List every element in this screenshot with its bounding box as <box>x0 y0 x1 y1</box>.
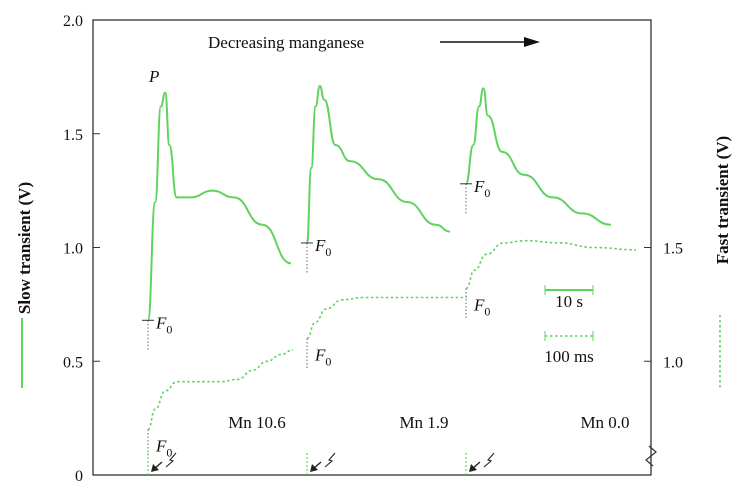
left-tick-label: 2.0 <box>63 13 83 30</box>
f0-label: F0 <box>473 177 490 200</box>
left-tick-label: 0 <box>75 468 83 485</box>
lightning-icon <box>483 452 495 468</box>
right-tick-label: 1.5 <box>663 241 683 258</box>
condition-label: Mn 0.0 <box>580 413 629 432</box>
left-axis-title: Slow transient (V) <box>15 182 34 314</box>
axis-break-mark <box>645 445 657 467</box>
left-axis: 0 0.5 1.0 1.5 2.0 <box>63 13 100 485</box>
slow-transient-line <box>147 91 292 322</box>
condition-label: Mn 1.9 <box>399 413 448 432</box>
right-axis: 1.0 1.5 <box>644 241 683 371</box>
right-axis-title: Fast transient (V) <box>713 136 732 264</box>
left-tick-label: 1.0 <box>63 241 83 258</box>
slow-transient-line <box>465 87 612 226</box>
f0-label: F0 <box>155 313 172 336</box>
lightning-icon <box>324 452 336 468</box>
f0-label: F0 <box>314 346 331 369</box>
annotations: F0 F0 F0 F0 F0 F0 Mn 10.6 Mn 1.9 Mn 0.0 P <box>142 67 630 475</box>
scale-bar-slow: 10 s <box>544 285 594 311</box>
scale-bar-fast: 100 ms <box>544 331 594 366</box>
scale-bar-fast-label: 100 ms <box>544 347 594 366</box>
flash-arrow-head <box>469 464 477 472</box>
left-tick-label: 1.5 <box>63 127 83 144</box>
slow-transient-line <box>306 84 451 244</box>
f0-label: F0 <box>473 295 490 318</box>
scale-bar-slow-label: 10 s <box>555 292 583 311</box>
fast-transient-line <box>147 349 294 431</box>
fast-transient-line <box>465 239 637 290</box>
chart-title: Decreasing manganese <box>208 33 364 52</box>
flash-arrow-head <box>310 464 318 472</box>
plot-frame <box>92 19 652 476</box>
right-tick-label: 1.0 <box>663 354 683 371</box>
flash-arrow-head <box>151 464 159 472</box>
f0-label: F0 <box>314 236 331 259</box>
left-tick-label: 0.5 <box>63 354 83 371</box>
traces <box>147 84 637 431</box>
f0-label: F0 <box>155 437 172 460</box>
condition-label: Mn 10.6 <box>228 413 286 432</box>
lightning-icon <box>165 452 177 468</box>
title-arrow-head <box>524 37 540 47</box>
peak-label: P <box>148 67 159 86</box>
fast-transient-line <box>306 296 467 340</box>
